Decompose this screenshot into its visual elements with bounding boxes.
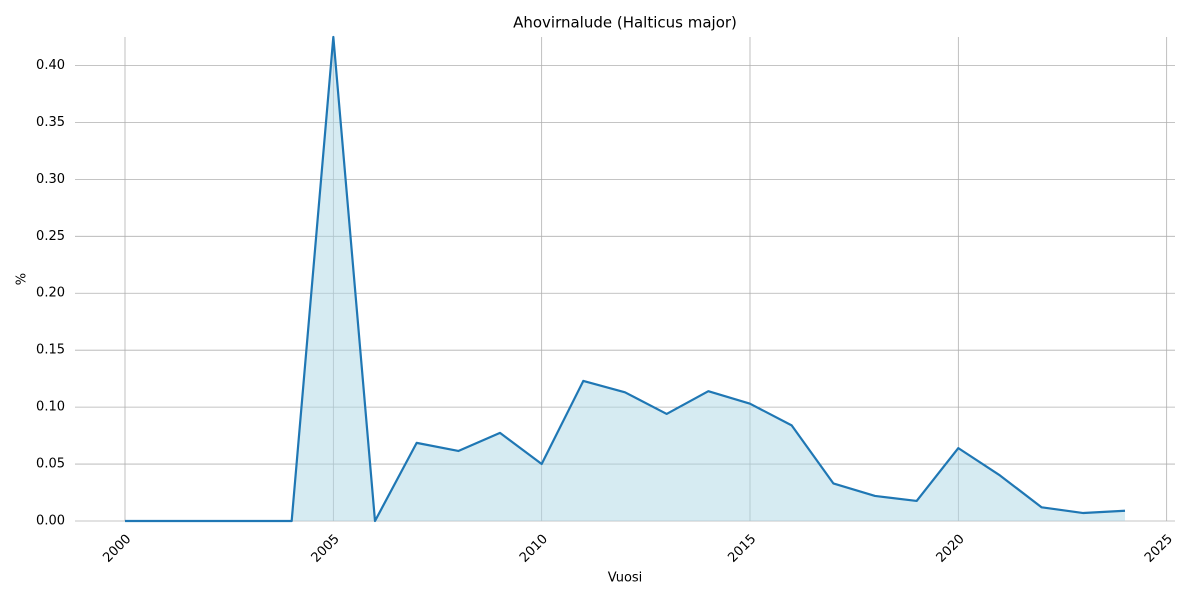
y-tick-label: 0.25 [36, 229, 65, 244]
x-tick-label: 2005 [309, 532, 343, 566]
y-tick-label: 0.40 [36, 58, 65, 73]
y-tick-label: 0.30 [36, 172, 65, 187]
chart-title: Ahovirnalude (Halticus major) [513, 14, 737, 32]
x-tick-label: 2020 [934, 532, 968, 566]
x-tick-label: 2010 [517, 532, 551, 566]
line [125, 35, 1126, 523]
y-tick-label: 0.15 [36, 343, 65, 358]
x-axis-label: Vuosi [608, 571, 643, 586]
y-tick-label: 0.20 [36, 286, 65, 301]
y-axis-label: % [15, 273, 30, 285]
y-tick-label: 0.10 [36, 400, 65, 415]
y-tick-label: 0.05 [36, 457, 65, 472]
x-tick-label: 2015 [725, 532, 759, 566]
area [125, 37, 1125, 521]
x-tick-label: 2025 [1142, 532, 1176, 566]
y-tick-label: 0.00 [36, 514, 65, 529]
x-tick-label: 2000 [100, 532, 134, 566]
y-tick-label: 0.35 [36, 115, 65, 130]
